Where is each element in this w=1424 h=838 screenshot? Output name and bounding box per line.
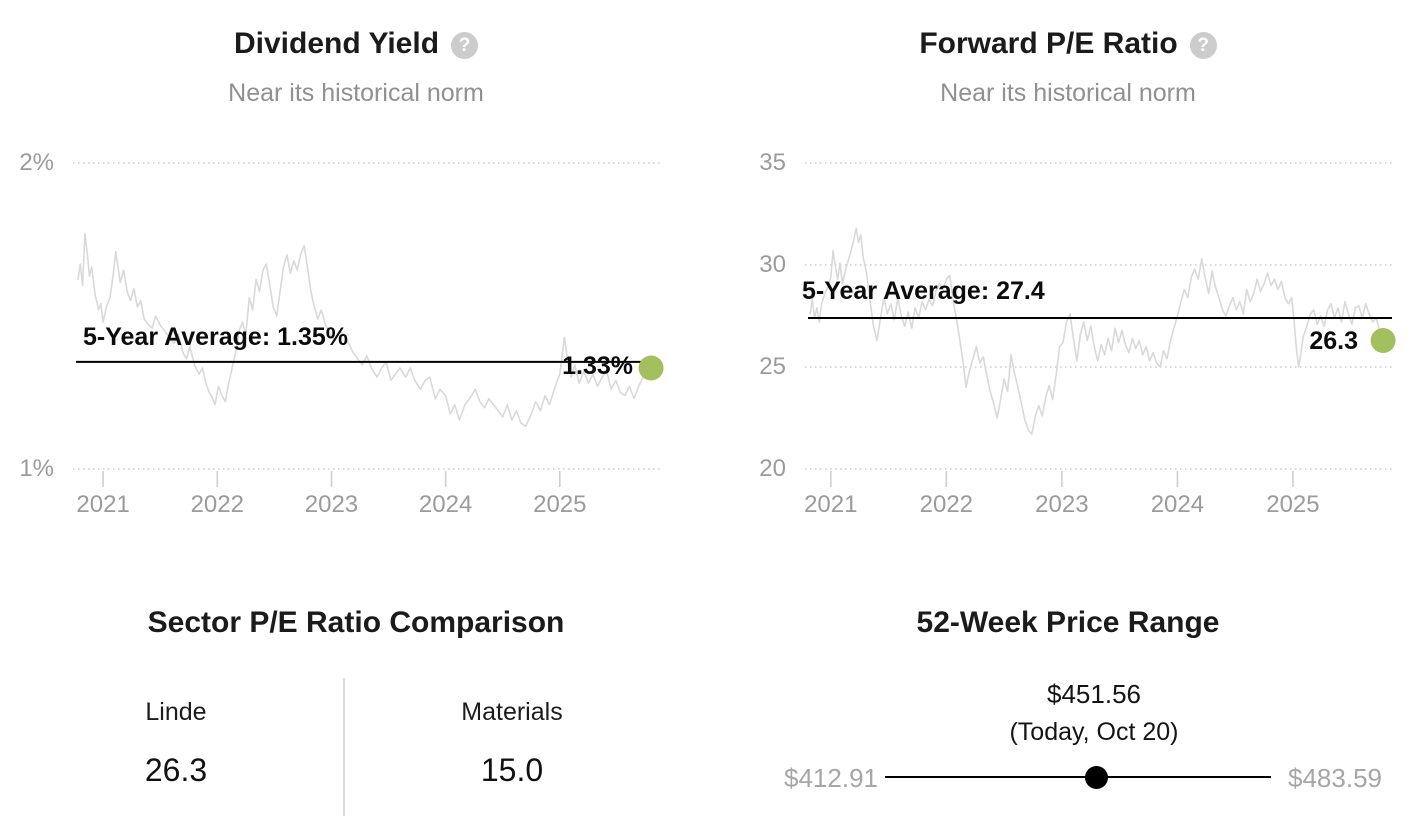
x-axis-label: 2023 <box>1035 491 1089 518</box>
y-axis-label: 2% <box>19 149 54 176</box>
price-range-panel: 52-Week Price Range $451.56 (Today, Oct … <box>712 580 1424 838</box>
series-line <box>77 232 652 428</box>
panel-title: 52-Week Price Range <box>916 606 1220 639</box>
range-low-label: $412.91 <box>784 763 878 793</box>
forward-pe-chart-panel: Forward P/E Ratio ? Near its historical … <box>712 27 1424 560</box>
chart-header: Forward P/E Ratio ? Near its historical … <box>712 25 1424 106</box>
range-high-label: $483.59 <box>1288 763 1382 793</box>
chart-header: Dividend Yield ? Near its historical nor… <box>0 25 712 106</box>
chart-subtitle: Near its historical norm <box>228 79 484 107</box>
comparison-table: Linde 26.3 Materials 15.0 <box>8 678 680 816</box>
x-axis-label: 2022 <box>919 491 974 518</box>
y-axis-label: 20 <box>759 455 786 482</box>
current-price: $451.56 <box>1047 679 1141 709</box>
range-slider-marker <box>1084 765 1108 789</box>
x-axis-label: 2023 <box>304 491 359 518</box>
current-value-dot <box>1370 328 1396 353</box>
question-mark-icon[interactable]: ? <box>451 32 479 59</box>
comparison-cell-sector: Materials 15.0 <box>344 678 680 816</box>
current-price-date: (Today, Oct 20) <box>1009 718 1179 746</box>
sector-name: Materials <box>461 698 563 726</box>
five-year-average-label: 5-Year Average: 1.35% <box>83 323 348 351</box>
dividend-yield-chart <box>73 162 664 487</box>
company-name: Linde <box>145 698 207 726</box>
vertical-divider <box>343 678 345 816</box>
y-axis-label: 30 <box>759 251 786 278</box>
dividend-yield-chart-panel: Dividend Yield ? Near its historical nor… <box>0 27 712 560</box>
x-axis-label: 2021 <box>76 491 130 518</box>
y-axis-label: 1% <box>19 455 54 482</box>
forward-pe-chart <box>805 162 1396 487</box>
x-axis-label: 2025 <box>1266 491 1320 518</box>
chart-subtitle: Near its historical norm <box>940 79 1196 107</box>
current-value-label: 26.3 <box>1309 327 1358 355</box>
chart-title: Forward P/E Ratio <box>919 27 1178 60</box>
series-line <box>809 227 1384 436</box>
x-axis-label: 2024 <box>1150 491 1205 518</box>
five-year-average-label: 5-Year Average: 27.4 <box>802 277 1045 305</box>
range-slider-track <box>885 776 1271 778</box>
x-axis-label: 2022 <box>190 491 244 518</box>
current-value-dot <box>638 355 664 381</box>
x-axis-label: 2024 <box>418 491 473 518</box>
company-pe-value: 26.3 <box>144 752 208 788</box>
panel-title: Sector P/E Ratio Comparison <box>147 606 565 639</box>
x-axis-label: 2021 <box>804 491 858 518</box>
y-axis-label: 35 <box>759 149 786 176</box>
chart-title: Dividend Yield <box>233 27 440 60</box>
question-mark-icon[interactable]: ? <box>1189 32 1217 59</box>
x-axis-label: 2025 <box>533 491 587 518</box>
comparison-cell-company: Linde 26.3 <box>8 678 344 816</box>
sector-pe-comparison-panel: Sector P/E Ratio Comparison Linde 26.3 M… <box>0 580 712 838</box>
sector-pe-value: 15.0 <box>480 752 544 788</box>
y-axis-label: 25 <box>759 353 786 380</box>
current-value-label: 1.33% <box>562 352 633 380</box>
